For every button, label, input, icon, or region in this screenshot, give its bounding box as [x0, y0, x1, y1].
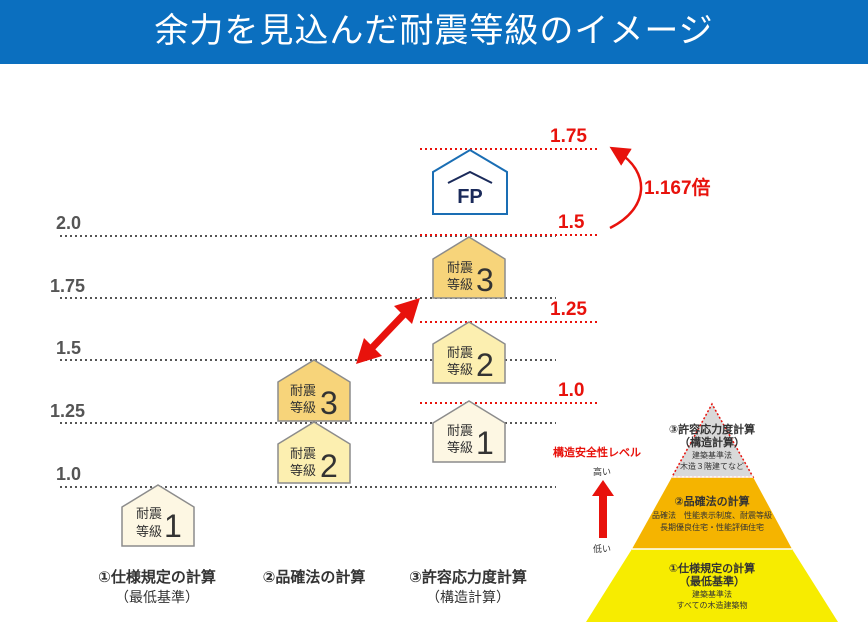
- pyramid-bottom-subtitle: （最低基準）: [679, 574, 745, 588]
- pyramid-top-line2: 木造３階建てなど: [680, 461, 744, 471]
- house-grade-number: 2: [476, 347, 494, 383]
- header-bar: 余力を見込んだ耐震等級のイメージ: [0, 0, 868, 64]
- pyramid-top-title: ③許容応力度計算: [669, 422, 755, 436]
- house-label-bottom: 等級: [447, 362, 473, 378]
- pyramid-middle-tier: [632, 477, 792, 549]
- pyramid-middle-line2: 長期優良住宅・性能評価住宅: [660, 522, 764, 532]
- ratio-label: 1.167倍: [644, 176, 711, 199]
- house-label-top: 耐震: [136, 507, 162, 522]
- house-label-bottom: 等級: [290, 400, 316, 416]
- pyramid-middle-line1: 品確法 性能表示制度、耐震等級: [652, 510, 772, 520]
- red-label-1-75: 1.75: [550, 126, 587, 147]
- up-arrow-icon: [592, 480, 614, 538]
- pyramid: [586, 402, 838, 622]
- scale-label-1-25: 1.25: [50, 401, 85, 421]
- pyramid-bottom-title: ①仕様規定の計算: [669, 561, 755, 575]
- scale-label-1-0: 1.0: [56, 464, 81, 484]
- house-hinkaku-grade2: 耐震 等級 2: [277, 421, 351, 484]
- house-hinkaku-grade3: 耐震 等級 3: [277, 359, 351, 422]
- pyramid-bottom-tier: [586, 549, 838, 622]
- curved-arrow-icon: [609, 146, 643, 230]
- house-label-top: 耐震: [447, 424, 473, 439]
- house-label-top: 耐震: [447, 261, 473, 276]
- house-kyoyo-grade2: 耐震 等級 2: [432, 321, 506, 384]
- pyramid-top-line1: 建築基準法: [692, 450, 732, 460]
- pyramid-bottom-line2: すべての木造建築物: [676, 600, 747, 610]
- safety-level-label: 構造安全性レベル: [553, 445, 641, 459]
- house-label-top: 耐震: [447, 346, 473, 361]
- scale-label-1-5: 1.5: [56, 338, 81, 358]
- pyramid-bottom-line1: 建築基準法: [692, 589, 732, 599]
- red-label-1-5: 1.5: [558, 212, 585, 233]
- house-label-bottom: 等級: [290, 463, 316, 479]
- pyramid-middle-title: ②品確法の計算: [674, 494, 749, 508]
- red-label-1-25: 1.25: [550, 299, 587, 320]
- scale-label-2-0: 2.0: [56, 213, 81, 233]
- house-label-top: 耐震: [290, 447, 316, 462]
- level-high-label: 高い: [593, 466, 611, 478]
- column-subcaption-kyoyo: （構造計算）: [426, 590, 510, 606]
- house-grade-number: 3: [320, 385, 338, 421]
- house-grade-number: 2: [320, 448, 338, 484]
- column-caption-hinkaku: ②品確法の計算: [263, 568, 366, 586]
- column-subcaption-spec: （最低基準）: [115, 589, 199, 606]
- house-kyoyo-grade1: 耐震 等級 1: [432, 400, 506, 463]
- house-grade-number: 1: [164, 508, 182, 544]
- fp-logo-house: FP: [432, 148, 508, 215]
- house-spec-grade1: 耐震 等級 1: [121, 484, 195, 547]
- double-arrow-icon: [356, 298, 420, 364]
- house-kyoyo-grade3: 耐震 等級 3: [432, 236, 506, 299]
- column-caption-spec: ①仕様規定の計算: [98, 568, 216, 586]
- house-grade-number: 1: [476, 425, 494, 461]
- fp-logo-text: FP: [457, 186, 483, 208]
- column-caption-kyoyo: ③許容応力度計算: [409, 568, 527, 586]
- page-title: 余力を見込んだ耐震等級のイメージ: [154, 11, 714, 51]
- scale-label-1-75: 1.75: [50, 276, 85, 296]
- pyramid-top-subtitle: （構造計算）: [679, 435, 745, 449]
- red-label-1-0: 1.0: [558, 380, 584, 401]
- level-low-label: 低い: [593, 543, 611, 555]
- house-label-bottom: 等級: [447, 277, 473, 293]
- house-label-top: 耐震: [290, 384, 316, 399]
- house-label-bottom: 等級: [447, 440, 473, 456]
- house-label-bottom: 等級: [136, 524, 162, 540]
- house-grade-number: 3: [476, 262, 494, 298]
